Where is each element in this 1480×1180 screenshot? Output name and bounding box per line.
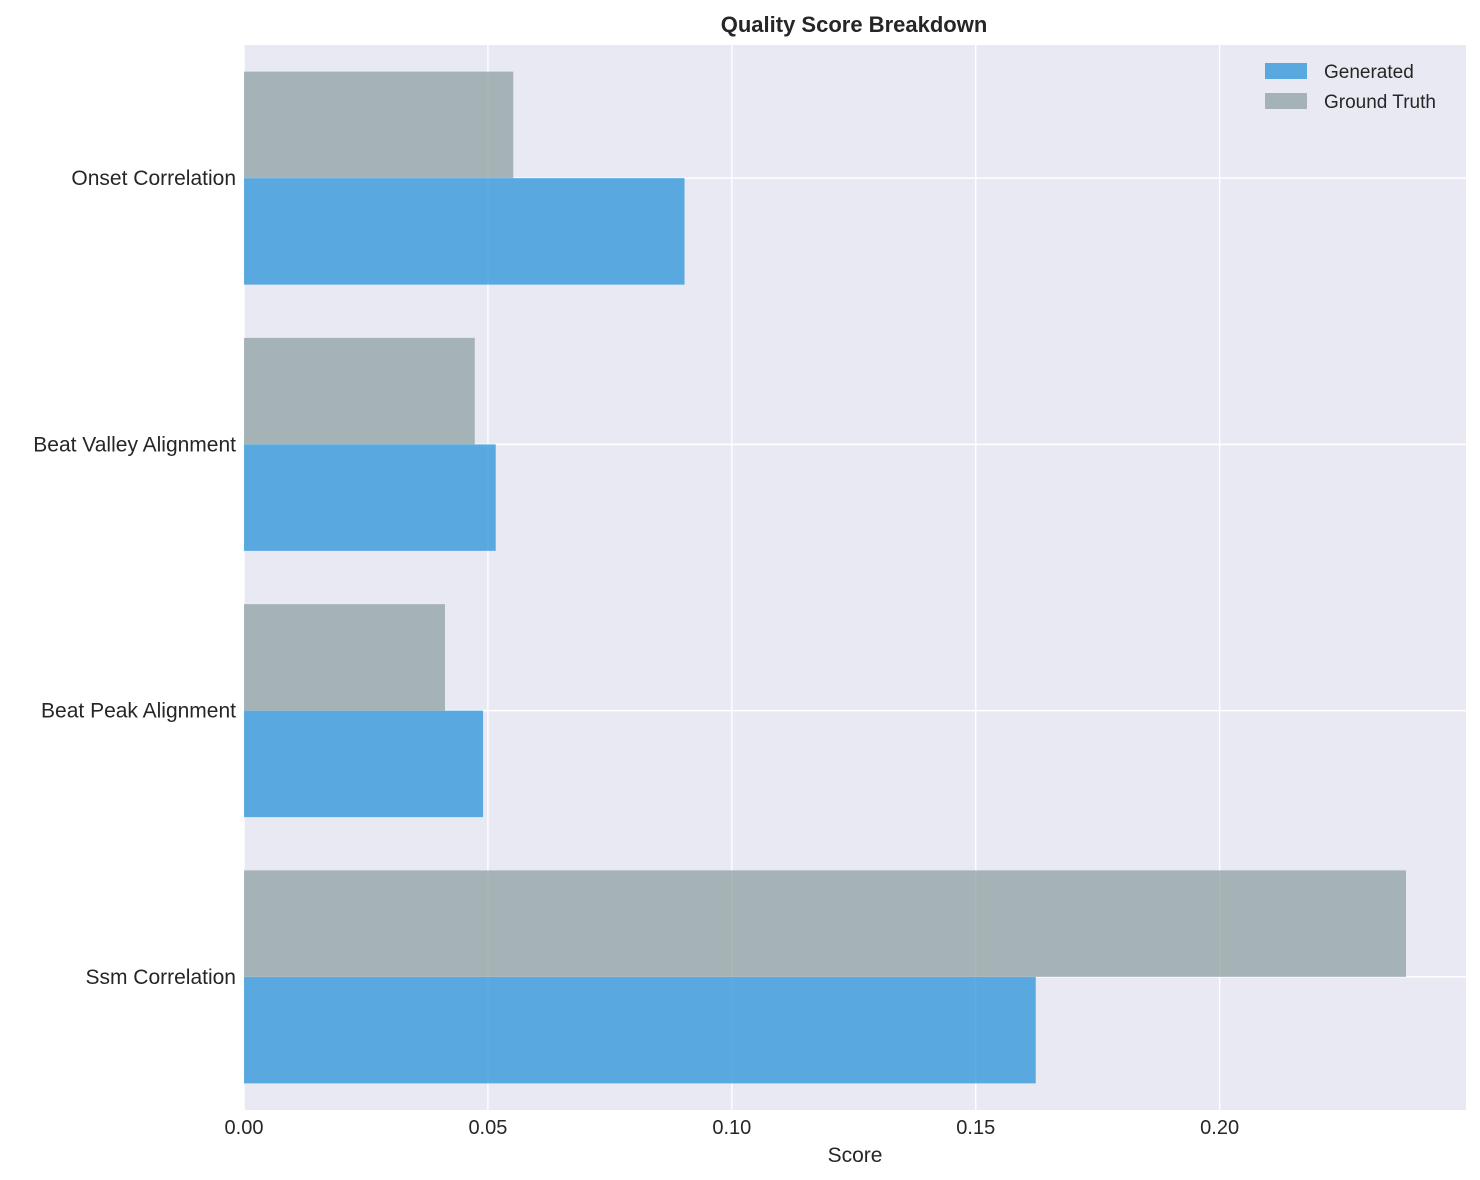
bar-generated-beat-peak-alignment — [244, 710, 484, 818]
bar-ground-truth-ssm-correlation — [244, 870, 1406, 977]
legend-label-ground-truth: Ground Truth — [1324, 92, 1436, 113]
legend: Generated Ground Truth — [1265, 62, 1436, 113]
chart-title: Quality Score Breakdown — [721, 12, 988, 37]
category-label: Beat Valley Alignment — [33, 433, 236, 456]
x-tick-labels: 0.00 0.05 0.10 0.15 0.20 — [225, 1117, 1240, 1139]
category-label: Onset Correlation — [71, 167, 236, 190]
x-axis-label: Score — [828, 1144, 883, 1167]
bar-generated-onset-correlation — [244, 178, 685, 285]
category-label: Beat Peak Alignment — [41, 700, 236, 723]
x-tick-label: 0.00 — [225, 1117, 264, 1139]
x-tick-label: 0.05 — [468, 1117, 507, 1139]
x-tick-label: 0.10 — [712, 1117, 751, 1139]
x-tick-label: 0.20 — [1200, 1117, 1239, 1139]
bar-ground-truth-beat-peak-alignment — [244, 604, 445, 711]
bar-ground-truth-onset-correlation — [244, 71, 514, 179]
category-label: Ssm Correlation — [85, 966, 236, 989]
legend-swatch-generated — [1265, 63, 1307, 79]
legend-label-generated: Generated — [1324, 62, 1414, 83]
bar-generated-ssm-correlation — [244, 976, 1036, 1084]
legend-swatch-ground-truth — [1265, 93, 1307, 109]
category-labels: Onset Correlation Beat Valley Alignment Be… — [33, 167, 236, 989]
bars — [244, 71, 1406, 1084]
bar-generated-beat-valley-alignment — [244, 444, 496, 551]
x-tick-label: 0.15 — [956, 1117, 995, 1139]
bar-ground-truth-beat-valley-alignment — [244, 337, 475, 445]
